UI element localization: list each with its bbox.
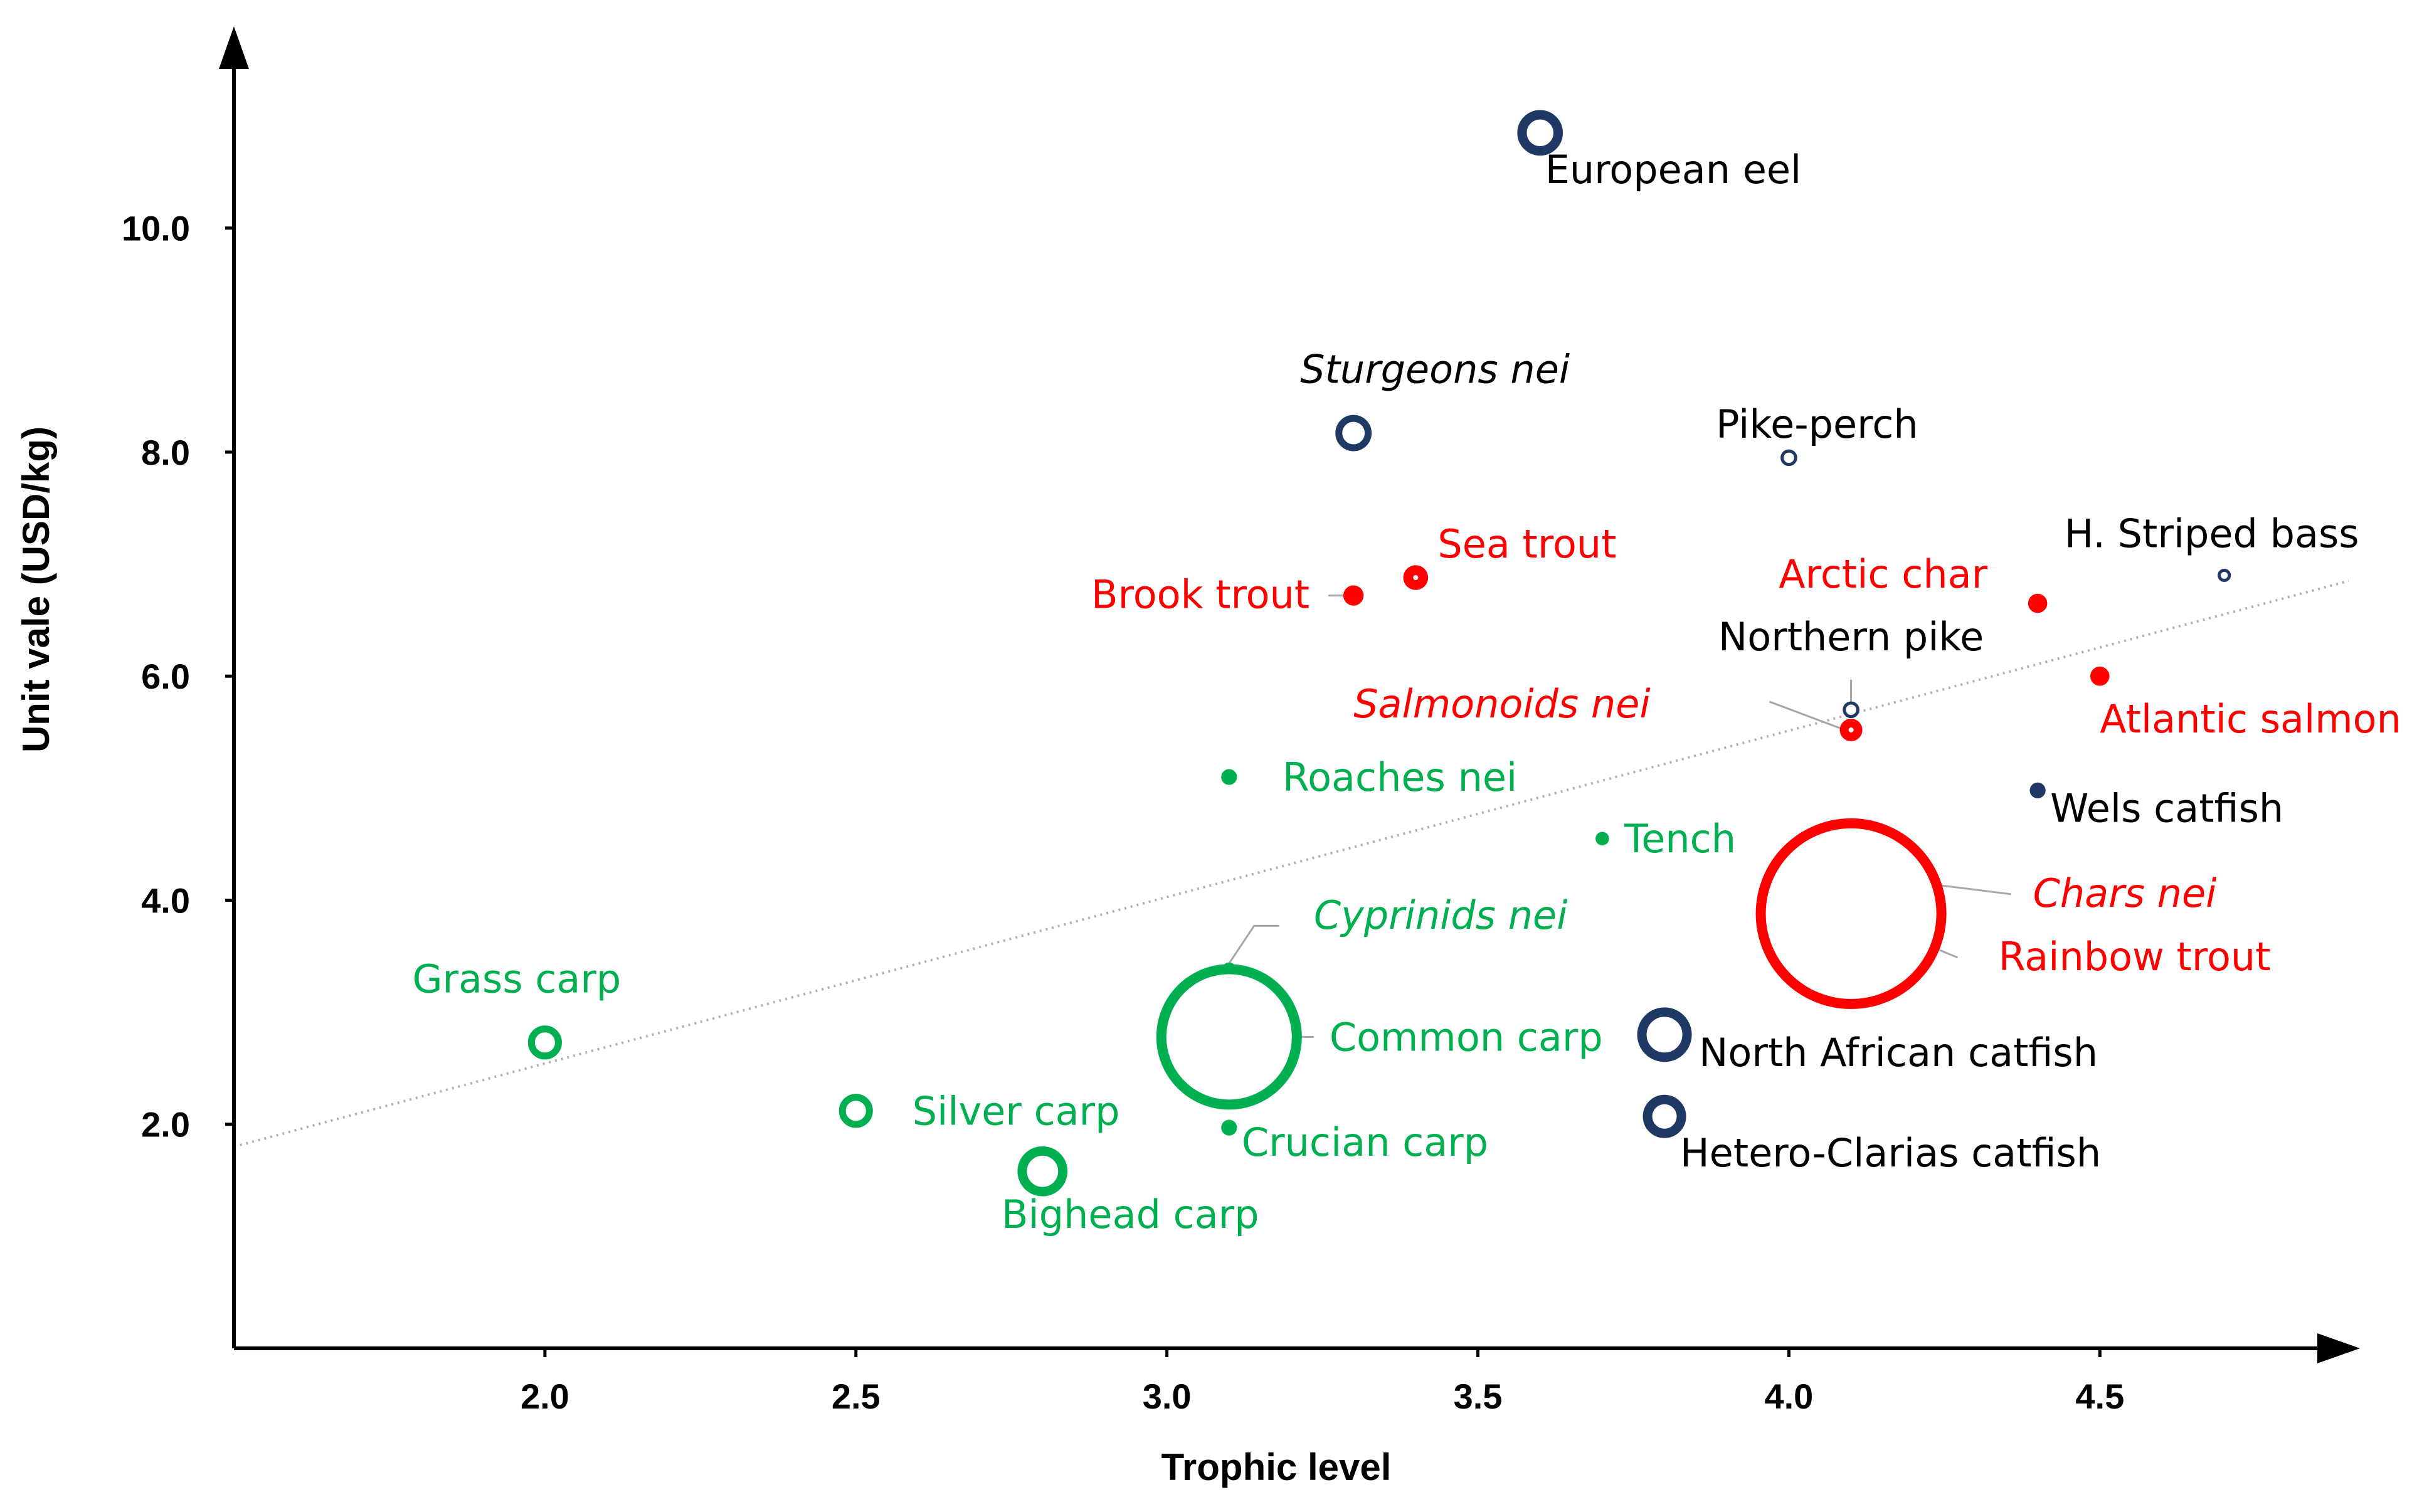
point-hetero-clarias-catfish xyxy=(1642,1094,1686,1138)
label-silver-carp: Silver carp xyxy=(912,1088,1120,1134)
label-cyprinids-nei: Cyprinids nei xyxy=(1314,892,1568,938)
point-sturgeons-nei xyxy=(1335,415,1372,452)
label-chars-nei: Chars nei xyxy=(2033,870,2217,916)
point-wels-catfish xyxy=(2029,782,2046,799)
y-tick-label: 6.0 xyxy=(141,657,190,696)
label-tench: Tench xyxy=(1624,816,1736,862)
label-wels-catfish: Wels catfish xyxy=(2050,785,2283,831)
point-center-salmonoids-nei xyxy=(1848,727,1854,732)
y-tick-label: 2.0 xyxy=(141,1105,190,1145)
y-tick-label: 8.0 xyxy=(141,433,190,472)
label-arctic-char: Arctic char xyxy=(1779,551,1987,597)
x-axis-title: Trophic level xyxy=(1161,1446,1392,1488)
x-tick-label: 4.5 xyxy=(2075,1377,2124,1416)
label-northern-pike: Northern pike xyxy=(1718,614,1984,660)
x-tick-label: 2.5 xyxy=(832,1377,881,1416)
label-sea-trout: Sea trout xyxy=(1437,521,1616,567)
axes xyxy=(219,26,2360,1363)
label-sturgeons-nei: Sturgeons nei xyxy=(1300,347,1570,393)
label-h-striped-bass: H. Striped bass xyxy=(2065,510,2359,556)
x-tick-label: 3.0 xyxy=(1143,1377,1192,1416)
trendline xyxy=(233,579,2349,1148)
y-axis-title: Unit vale (USD/kg) xyxy=(15,426,57,753)
x-tick-label: 2.0 xyxy=(521,1377,569,1416)
label-atlantic-salmon: Atlantic salmon xyxy=(2100,696,2401,742)
point-european-eel xyxy=(1517,110,1563,156)
y-tick-label: 4.0 xyxy=(141,880,190,920)
point-grass-carp xyxy=(527,1025,562,1060)
point-brook-trout xyxy=(1343,585,1364,606)
label-rainbow-trout: Rainbow trout xyxy=(1999,934,2271,980)
point-rainbow-trout xyxy=(1755,818,1947,1009)
point-tench xyxy=(1595,832,1609,846)
point-northern-pike xyxy=(1843,701,1859,719)
point-bighead-carp xyxy=(1017,1146,1068,1197)
label-crucian-carp: Crucian carp xyxy=(1242,1119,1488,1165)
label-european-eel: European eel xyxy=(1545,147,1802,193)
x-tick-label: 3.5 xyxy=(1454,1377,1503,1416)
x-axis-arrow xyxy=(2317,1333,2360,1363)
leader-cyprinids-nei xyxy=(1228,924,1279,965)
leader-salmonoids-nei xyxy=(1769,700,1846,731)
ticks: 2.0 2.5 3.0 3.5 4.0 4.5 2.0 4.0 6.0 8.0 10.0 xyxy=(122,209,2124,1416)
point-h-striped-bass xyxy=(2218,568,2231,583)
label-salmonoids-nei: Salmonoids nei xyxy=(1353,681,1650,727)
label-bighead-carp: Bighead carp xyxy=(1002,1192,1259,1237)
point-arctic-char xyxy=(2028,593,2048,613)
data-labels: European eel Sturgeons nei Pike-perch H. St… xyxy=(412,147,2401,1237)
point-atlantic-salmon xyxy=(2090,666,2110,686)
point-crucian-carp xyxy=(1221,1119,1237,1136)
point-north-african-catfish xyxy=(1637,1007,1692,1062)
y-tick-label: 10.0 xyxy=(122,209,190,248)
label-brook-trout: Brook trout xyxy=(1091,572,1309,618)
data-points xyxy=(527,110,2231,1197)
point-pike-perch xyxy=(1780,449,1797,467)
x-tick-label: 4.0 xyxy=(1764,1377,1813,1416)
point-silver-carp xyxy=(838,1094,873,1128)
point-common-carp xyxy=(1156,964,1302,1110)
label-north-african-catfish: North African catfish xyxy=(1699,1030,2098,1076)
label-hetero-clarias-catfish: Hetero-Clarias catfish xyxy=(1680,1130,2101,1176)
label-pike-perch: Pike-perch xyxy=(1716,401,1918,447)
label-common-carp: Common carp xyxy=(1330,1014,1603,1060)
point-center-sea-trout xyxy=(1413,575,1419,581)
point-roaches-nei xyxy=(1221,769,1237,785)
y-axis-arrow xyxy=(219,26,249,69)
label-grass-carp: Grass carp xyxy=(412,956,621,1002)
label-roaches-nei: Roaches nei xyxy=(1283,754,1517,800)
trendline-layer xyxy=(233,579,2349,1148)
